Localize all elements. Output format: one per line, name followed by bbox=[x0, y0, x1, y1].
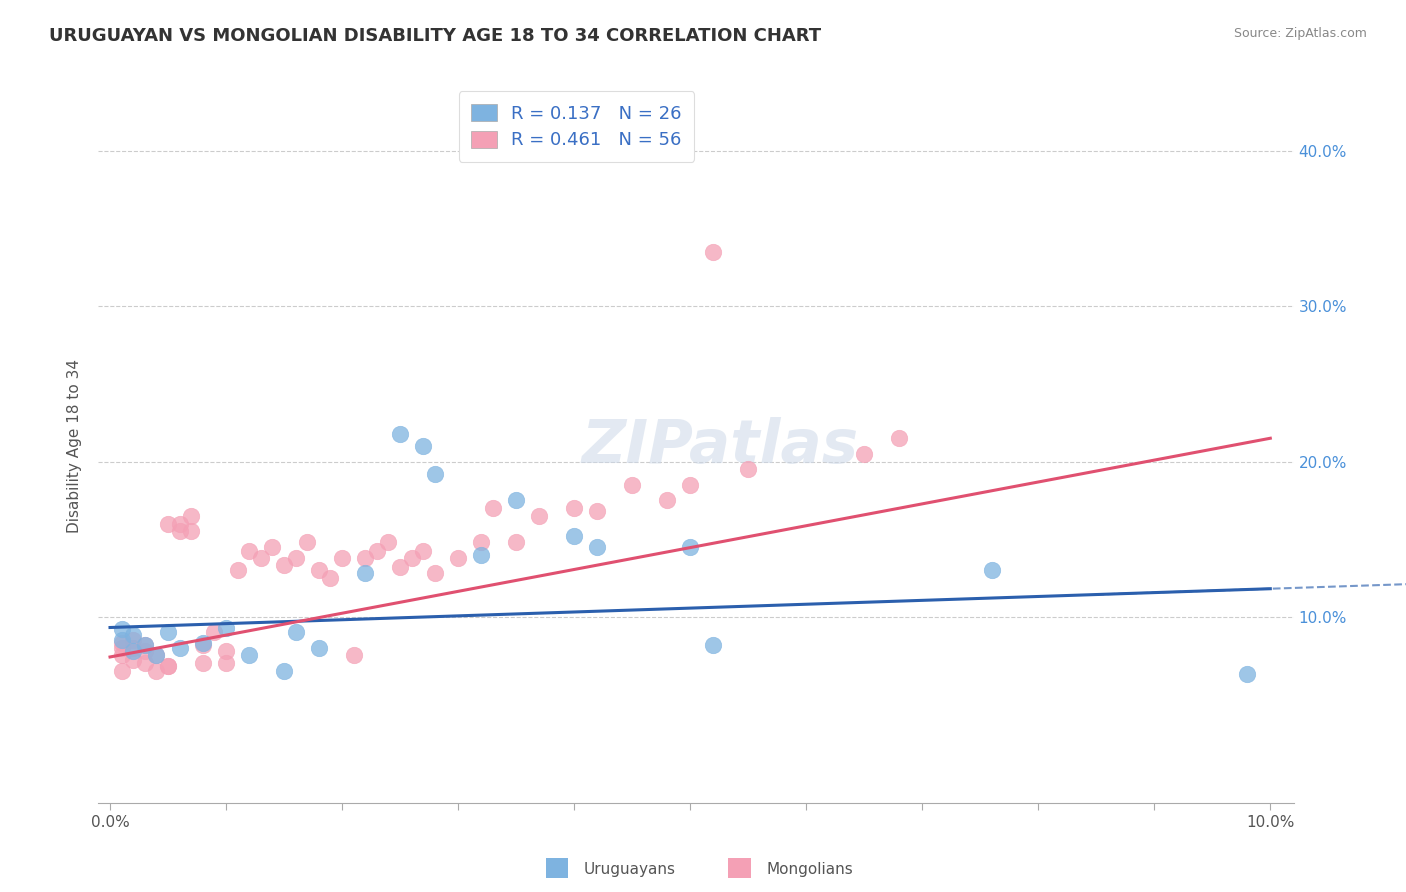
Point bbox=[562, 529, 585, 543]
Point bbox=[366, 544, 388, 558]
Point bbox=[134, 638, 156, 652]
Point bbox=[470, 548, 492, 562]
Point bbox=[157, 516, 180, 531]
Point bbox=[145, 664, 167, 678]
Point bbox=[354, 550, 377, 565]
Legend: R = 0.137   N = 26, R = 0.461   N = 56: R = 0.137 N = 26, R = 0.461 N = 56 bbox=[458, 91, 695, 162]
Point bbox=[134, 638, 156, 652]
Point bbox=[215, 656, 238, 670]
Point bbox=[702, 638, 724, 652]
Point bbox=[330, 550, 353, 565]
Point bbox=[134, 656, 156, 670]
Point bbox=[284, 625, 307, 640]
Point bbox=[308, 563, 330, 577]
Point bbox=[423, 467, 446, 481]
Text: Uruguayans: Uruguayans bbox=[583, 863, 675, 877]
Point bbox=[586, 504, 609, 518]
Point bbox=[111, 622, 134, 636]
Point bbox=[238, 544, 260, 558]
Point bbox=[215, 620, 238, 634]
Point bbox=[191, 636, 214, 650]
Point bbox=[529, 508, 551, 523]
Point bbox=[122, 644, 145, 658]
Point bbox=[122, 632, 145, 647]
Point bbox=[111, 636, 134, 650]
Point bbox=[134, 644, 156, 658]
Point bbox=[226, 563, 249, 577]
Point bbox=[447, 550, 470, 565]
Point bbox=[169, 516, 191, 531]
Point bbox=[354, 566, 377, 581]
Point bbox=[111, 632, 134, 647]
Point bbox=[401, 550, 423, 565]
Point bbox=[122, 628, 145, 642]
Point bbox=[122, 640, 145, 655]
Point bbox=[111, 648, 134, 663]
Text: Mongolians: Mongolians bbox=[766, 863, 853, 877]
Point bbox=[215, 644, 238, 658]
Text: ZIPatlas: ZIPatlas bbox=[581, 417, 859, 475]
Point bbox=[191, 656, 214, 670]
Point bbox=[273, 558, 295, 573]
Text: Source: ZipAtlas.com: Source: ZipAtlas.com bbox=[1233, 27, 1367, 40]
Point bbox=[412, 544, 434, 558]
Text: URUGUAYAN VS MONGOLIAN DISABILITY AGE 18 TO 34 CORRELATION CHART: URUGUAYAN VS MONGOLIAN DISABILITY AGE 18… bbox=[49, 27, 821, 45]
Point bbox=[297, 535, 319, 549]
Point bbox=[273, 664, 295, 678]
Point bbox=[157, 659, 180, 673]
Point bbox=[505, 493, 527, 508]
Point bbox=[389, 426, 412, 441]
Point bbox=[505, 535, 527, 549]
Point bbox=[980, 563, 1002, 577]
Point bbox=[621, 477, 644, 491]
Point bbox=[562, 501, 585, 516]
Point bbox=[737, 462, 759, 476]
Point bbox=[122, 653, 145, 667]
Point bbox=[157, 625, 180, 640]
Point bbox=[180, 524, 202, 539]
Point bbox=[679, 540, 702, 554]
Point bbox=[145, 648, 167, 663]
Point bbox=[319, 571, 342, 585]
Y-axis label: Disability Age 18 to 34: Disability Age 18 to 34 bbox=[67, 359, 83, 533]
Point bbox=[111, 640, 134, 655]
Point bbox=[284, 550, 307, 565]
Point bbox=[238, 648, 260, 663]
Point bbox=[412, 439, 434, 453]
Point bbox=[679, 477, 702, 491]
Point bbox=[169, 640, 191, 655]
Point bbox=[423, 566, 446, 581]
Point bbox=[111, 664, 134, 678]
Point bbox=[343, 648, 366, 663]
Point bbox=[250, 550, 273, 565]
Point bbox=[145, 648, 167, 663]
Point bbox=[389, 560, 412, 574]
Point bbox=[308, 640, 330, 655]
Point bbox=[204, 625, 226, 640]
Point bbox=[191, 638, 214, 652]
Point bbox=[853, 447, 876, 461]
Point bbox=[470, 535, 492, 549]
Point bbox=[482, 501, 505, 516]
Point bbox=[586, 540, 609, 554]
Point bbox=[887, 431, 910, 445]
Point bbox=[262, 540, 284, 554]
Point bbox=[655, 493, 678, 508]
Point bbox=[180, 508, 202, 523]
Point bbox=[169, 524, 191, 539]
Point bbox=[702, 245, 724, 260]
Point bbox=[377, 535, 399, 549]
Point bbox=[1236, 667, 1258, 681]
Point bbox=[157, 659, 180, 673]
